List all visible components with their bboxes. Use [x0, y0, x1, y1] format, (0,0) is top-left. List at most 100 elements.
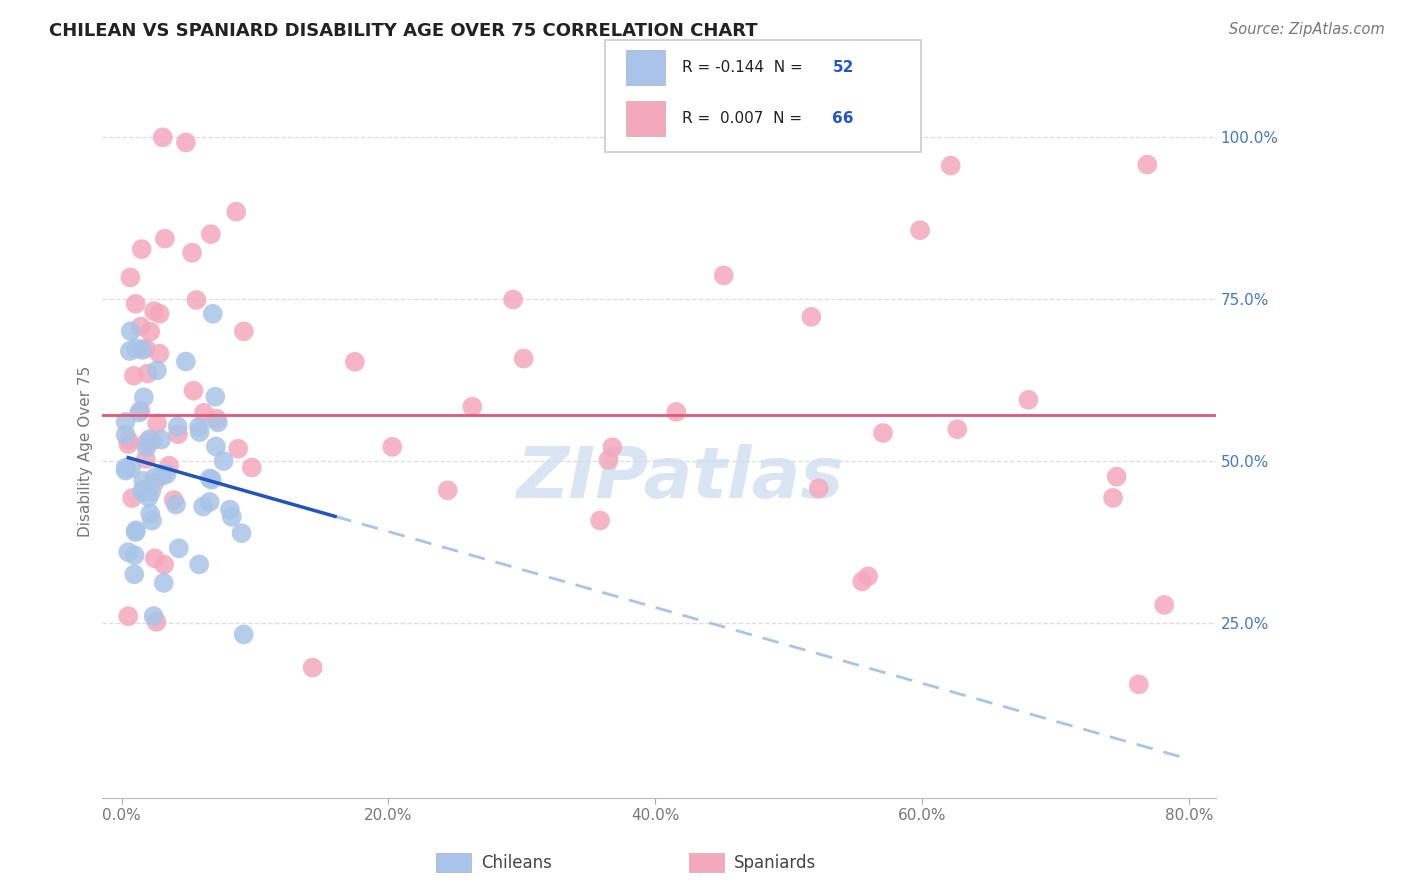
Point [851, 574, 873, 589]
Point [143, 470, 166, 484]
Point [122, 368, 145, 383]
Point [226, 442, 249, 456]
Point [240, 460, 263, 475]
Point [600, 440, 623, 454]
Point [221, 509, 243, 524]
Point [186, 293, 208, 307]
Text: CHILEAN VS SPANIARD DISABILITY AGE OVER 75 CORRELATION CHART: CHILEAN VS SPANIARD DISABILITY AGE OVER … [49, 22, 758, 40]
Point [117, 609, 139, 624]
Point [207, 416, 229, 430]
Point [1128, 677, 1150, 691]
Point [174, 136, 197, 150]
Point [188, 425, 211, 439]
Point [138, 490, 160, 504]
Point [132, 483, 155, 497]
Point [124, 567, 146, 582]
Point [153, 558, 176, 572]
Y-axis label: Disability Age Over 75: Disability Age Over 75 [79, 366, 93, 537]
Point [665, 405, 688, 419]
Point [166, 419, 188, 434]
Point [155, 467, 177, 482]
Point [135, 441, 157, 455]
Point [198, 471, 221, 485]
Point [191, 500, 214, 514]
Point [132, 390, 155, 404]
Point [124, 524, 146, 539]
Point [131, 242, 153, 256]
Point [167, 427, 190, 442]
Point [132, 474, 155, 488]
Point [205, 440, 228, 454]
Point [856, 569, 879, 583]
Point [117, 433, 139, 447]
Point [143, 475, 166, 490]
Text: 52: 52 [832, 60, 853, 75]
Point [152, 130, 174, 145]
Point [148, 346, 170, 360]
Point [131, 343, 153, 357]
Point [908, 223, 931, 237]
Point [135, 342, 157, 356]
Point [129, 403, 152, 417]
Point [1105, 469, 1128, 483]
Point [125, 342, 148, 356]
Text: Spaniards: Spaniards [734, 854, 815, 871]
Point [150, 469, 173, 483]
Point [205, 411, 228, 425]
Point [120, 324, 142, 338]
Point [200, 227, 222, 241]
Point [124, 548, 146, 562]
Point [872, 425, 894, 440]
Point [139, 507, 162, 521]
Point [204, 390, 226, 404]
Point [301, 660, 323, 674]
Point [129, 319, 152, 334]
Point [212, 454, 235, 468]
Point [946, 422, 969, 436]
Point [146, 363, 169, 377]
Point [114, 415, 136, 429]
Point [201, 473, 224, 487]
Point [139, 325, 162, 339]
Point [225, 204, 247, 219]
Text: R = -0.144  N =: R = -0.144 N = [682, 60, 807, 75]
Point [188, 558, 211, 572]
Point [145, 615, 167, 629]
Point [165, 498, 187, 512]
Point [167, 541, 190, 556]
Point [135, 435, 157, 450]
Point [121, 491, 143, 505]
Point [188, 420, 211, 434]
Point [117, 545, 139, 559]
Point [163, 493, 186, 508]
Point [461, 400, 484, 414]
Point [131, 484, 153, 499]
Point [141, 514, 163, 528]
Text: Chileans: Chileans [481, 854, 551, 871]
Point [135, 452, 157, 467]
Point [120, 461, 142, 475]
Text: Source: ZipAtlas.com: Source: ZipAtlas.com [1229, 22, 1385, 37]
Point [1136, 158, 1159, 172]
Point [181, 245, 204, 260]
Point [114, 428, 136, 442]
Point [807, 481, 830, 495]
Point [381, 440, 404, 454]
Point [232, 324, 254, 338]
Point [1017, 392, 1039, 407]
Point [800, 310, 823, 324]
Text: 66: 66 [832, 112, 853, 126]
Text: R =  0.007  N =: R = 0.007 N = [682, 112, 807, 126]
Point [143, 551, 166, 566]
Point [138, 432, 160, 446]
Point [118, 343, 141, 358]
Point [120, 270, 142, 285]
Point [436, 483, 458, 498]
Point [219, 502, 242, 516]
Point [114, 464, 136, 478]
Point [201, 307, 224, 321]
Point [231, 526, 253, 541]
Point [198, 495, 221, 509]
Point [152, 575, 174, 590]
Point [193, 406, 215, 420]
